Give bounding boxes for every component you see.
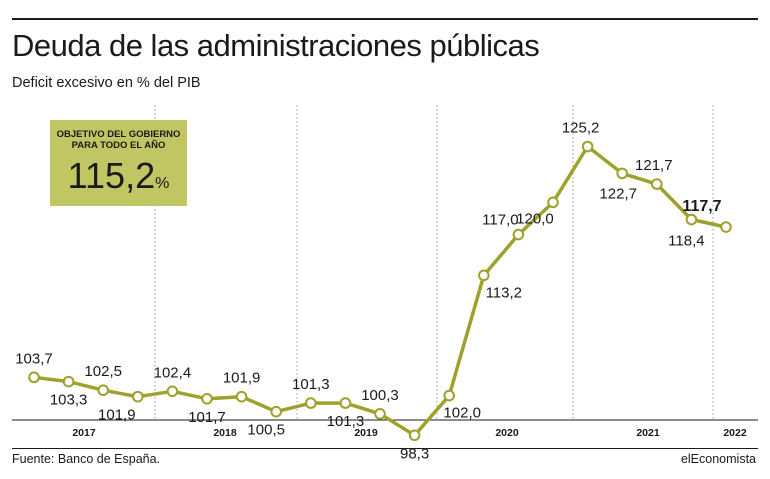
data-point-1 — [62, 375, 75, 388]
data-label-6: 101,9 — [223, 370, 261, 387]
data-label-13: 113,2 — [486, 284, 522, 301]
data-point-19 — [685, 213, 698, 226]
x-tick-label-2021: 2021 — [636, 427, 660, 439]
data-point-11 — [408, 429, 421, 442]
data-label-0: 103,7 — [15, 350, 53, 367]
data-point-15 — [547, 196, 559, 209]
data-point-14 — [512, 228, 525, 241]
data-point-20 — [720, 221, 732, 233]
data-label-9: 101,3 — [327, 413, 365, 430]
data-label-20: 117,7 — [682, 198, 721, 215]
target-label-line1: OBJETIVO DEL GOBIERNO — [56, 129, 181, 140]
data-label-15: 120,0 — [516, 210, 554, 227]
target-label: OBJETIVO DEL GOBIERNO PARA TODO EL AÑO — [50, 129, 187, 151]
data-label-17: 122,7 — [599, 185, 637, 202]
target-label-line2: PARA TODO EL AÑO — [71, 140, 166, 151]
brand-logo-text: elEconomista — [680, 452, 756, 466]
data-point-4 — [166, 385, 179, 398]
data-label-14: 117,0 — [482, 212, 518, 229]
x-tick-label-2018: 2018 — [213, 427, 237, 439]
data-point-8 — [305, 397, 317, 409]
chart-title: Deuda de las administraciones públicas — [12, 28, 540, 63]
data-label-4: 102,4 — [154, 364, 192, 381]
data-label-7: 100,5 — [247, 422, 285, 439]
target-value: 115,2% — [50, 155, 187, 197]
data-point-12 — [443, 389, 456, 402]
data-point-2 — [97, 384, 109, 397]
data-label-16: 125,2 — [562, 120, 600, 137]
data-label-3: 101,9 — [98, 407, 136, 424]
data-point-10 — [374, 408, 386, 420]
data-label-5: 101,7 — [188, 409, 226, 426]
source-note: Fuente: Banco de España. — [12, 452, 161, 466]
data-point-7 — [270, 405, 283, 418]
government-target-box: OBJETIVO DEL GOBIERNO PARA TODO EL AÑO 1… — [50, 120, 187, 206]
x-tick-label-2017: 2017 — [72, 427, 96, 439]
chart-subtitle: Deficit excesivo en % del PIB — [12, 75, 201, 91]
target-value-unit: % — [155, 175, 170, 192]
data-point-0 — [28, 371, 40, 384]
data-label-18: 121,7 — [635, 157, 673, 174]
data-label-1: 103,3 — [50, 392, 88, 409]
data-point-3 — [132, 390, 144, 403]
data-label-2: 102,5 — [84, 363, 122, 380]
data-label-10: 100,3 — [361, 387, 399, 404]
bottom-rule — [12, 448, 758, 449]
data-point-17 — [616, 167, 629, 180]
data-label-12: 102,0 — [443, 405, 481, 422]
data-point-13 — [478, 269, 490, 282]
target-value-number: 115,2 — [67, 155, 156, 196]
data-label-19: 118,4 — [668, 233, 704, 250]
data-label-11: 98,3 — [400, 445, 429, 462]
data-point-6 — [235, 390, 248, 403]
x-tick-label-2019: 2019 — [354, 427, 378, 439]
data-point-18 — [651, 178, 663, 190]
data-point-16 — [581, 140, 594, 153]
data-point-5 — [201, 393, 213, 405]
x-tick-label-2020: 2020 — [495, 427, 519, 439]
top-rule — [12, 18, 758, 20]
data-label-8: 101,3 — [292, 376, 330, 393]
data-point-9 — [339, 397, 352, 409]
x-tick-label-2022: 2022 — [723, 427, 747, 439]
